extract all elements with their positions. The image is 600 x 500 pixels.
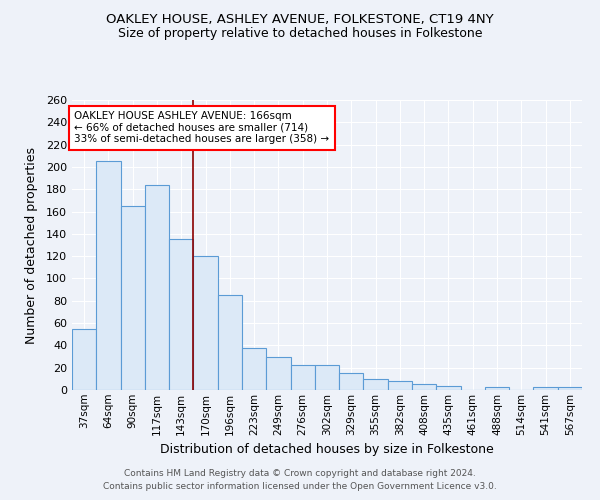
Y-axis label: Number of detached properties: Number of detached properties <box>25 146 38 344</box>
Bar <box>96 162 121 390</box>
Bar <box>290 366 315 390</box>
Bar <box>145 185 169 390</box>
Bar <box>72 328 96 390</box>
Text: OAKLEY HOUSE, ASHLEY AVENUE, FOLKESTONE, CT19 4NY: OAKLEY HOUSE, ASHLEY AVENUE, FOLKESTONE,… <box>106 12 494 26</box>
Bar <box>412 384 436 390</box>
Bar <box>558 386 582 390</box>
Bar <box>169 240 193 390</box>
Bar <box>121 206 145 390</box>
X-axis label: Distribution of detached houses by size in Folkestone: Distribution of detached houses by size … <box>160 443 494 456</box>
Bar <box>193 256 218 390</box>
Bar <box>436 386 461 390</box>
Bar <box>533 386 558 390</box>
Text: Contains public sector information licensed under the Open Government Licence v3: Contains public sector information licen… <box>103 482 497 491</box>
Bar <box>339 374 364 390</box>
Text: Contains HM Land Registry data © Crown copyright and database right 2024.: Contains HM Land Registry data © Crown c… <box>124 468 476 477</box>
Bar <box>242 348 266 390</box>
Bar <box>266 356 290 390</box>
Text: OAKLEY HOUSE ASHLEY AVENUE: 166sqm
← 66% of detached houses are smaller (714)
33: OAKLEY HOUSE ASHLEY AVENUE: 166sqm ← 66%… <box>74 111 329 144</box>
Text: Size of property relative to detached houses in Folkestone: Size of property relative to detached ho… <box>118 28 482 40</box>
Bar <box>364 379 388 390</box>
Bar <box>218 295 242 390</box>
Bar <box>388 381 412 390</box>
Bar <box>315 366 339 390</box>
Bar <box>485 386 509 390</box>
